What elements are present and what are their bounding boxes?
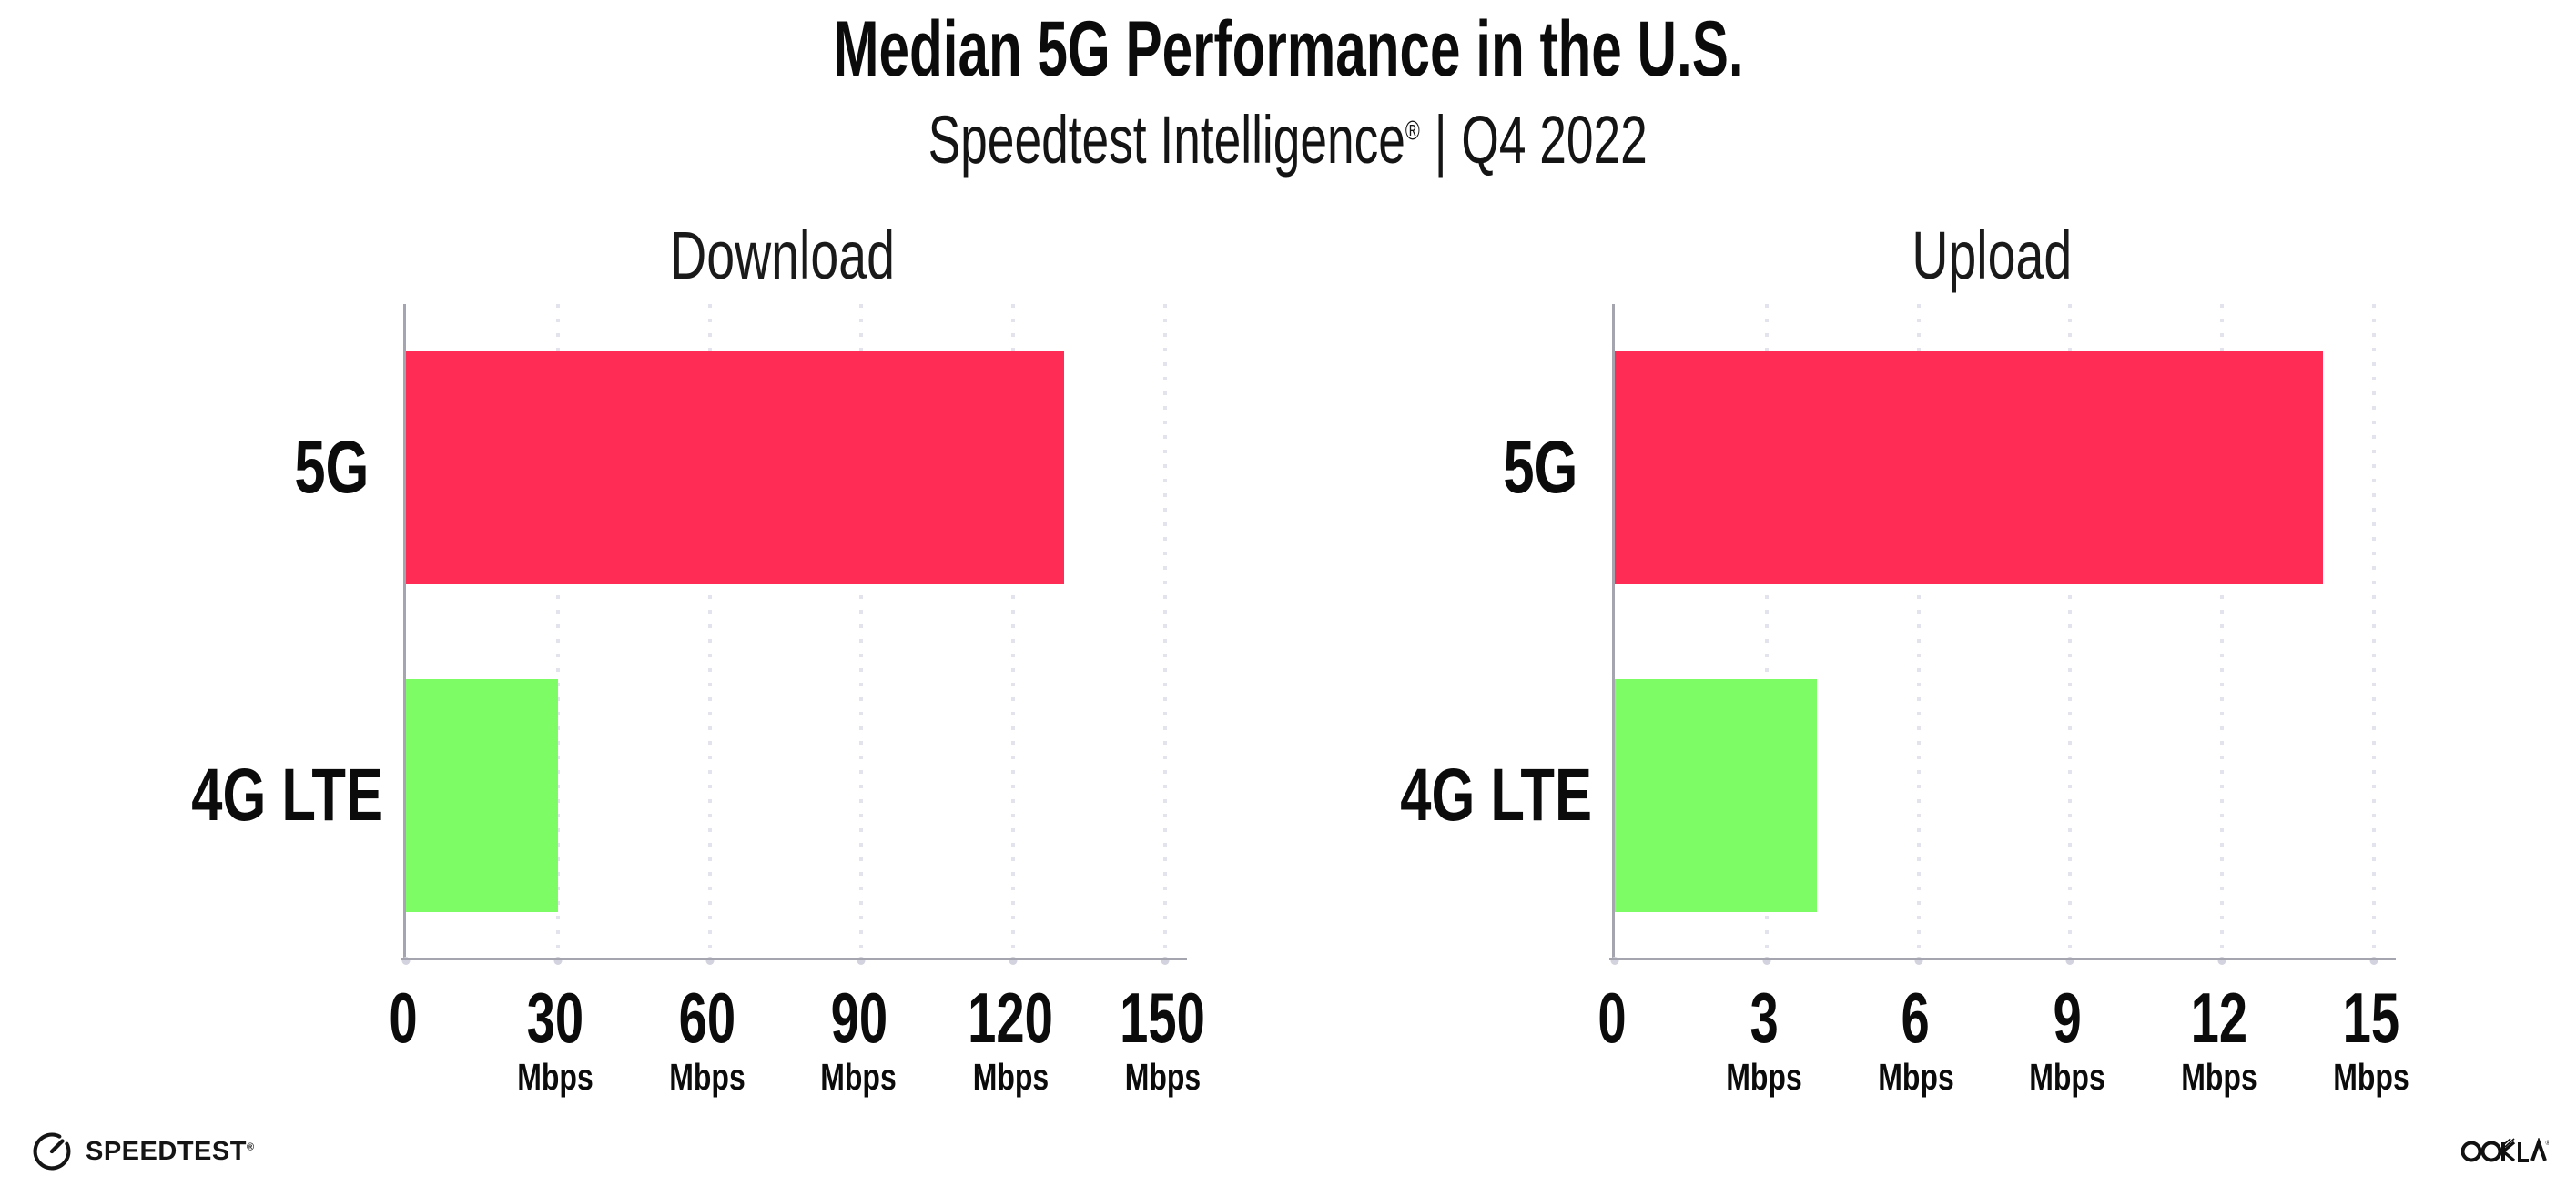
x-tick: 0 [383, 981, 422, 1054]
x-tick-unit: Mbps [1124, 1056, 1201, 1098]
y-labels: 5G 4G LTE [127, 304, 383, 959]
x-tick-unit: Mbps [2181, 1056, 2257, 1098]
x-tick-value: 15 [2342, 978, 2400, 1058]
x-axis-ticks: 0 30 Mbps 60 Mbps 90 Mbps 120 Mbps 150 Mbps [389, 981, 1204, 1118]
gridline [707, 304, 712, 959]
gridline [1163, 304, 1167, 959]
axis-tick-dot [553, 957, 563, 965]
axis-tick-dot [2217, 957, 2226, 965]
page-title-text: Median 5G Performance in the U.S. [832, 5, 1744, 93]
x-tick-unit: Mbps [517, 1056, 593, 1098]
x-tick-unit: Mbps [972, 1056, 1049, 1098]
y-labels: 5G 4G LTE [1336, 304, 1592, 959]
axis-tick-dot [2065, 957, 2074, 965]
axis-tick-dot [857, 957, 866, 965]
x-tick-value: 150 [1120, 978, 1205, 1058]
x-tick-value: 30 [526, 978, 584, 1058]
gridline [1011, 304, 1016, 959]
ookla-wordmark-icon: ® [2460, 1136, 2551, 1162]
gridline [2068, 304, 2073, 959]
bar-4g-lte [1615, 679, 1818, 912]
x-tick: 120 Mbps [951, 981, 1070, 1098]
x-tick-unit: Mbps [2333, 1056, 2409, 1098]
subtitle-brand: Speedtest Intelligence [928, 102, 1406, 178]
gridline [2372, 304, 2376, 959]
svg-text:®: ® [2546, 1140, 2550, 1147]
x-axis-line [401, 958, 1187, 960]
x-tick-value: 6 [1901, 978, 1931, 1058]
x-tick-unit: Mbps [1726, 1056, 1802, 1098]
axis-tick-dot [2369, 957, 2378, 965]
category-label-5g: 5G [293, 426, 369, 509]
x-axis-ticks: 0 3 Mbps 6 Mbps 9 Mbps 12 Mbps 15 Mbps [1597, 981, 2409, 1118]
x-tick: 15 Mbps [2322, 981, 2419, 1098]
x-tick: 12 Mbps [2171, 981, 2268, 1098]
gridline [1916, 304, 1921, 959]
gridline [859, 304, 864, 959]
x-tick: 150 Mbps [1103, 981, 1222, 1098]
bar-4g-lte [406, 679, 558, 912]
gridline [1764, 304, 1769, 959]
x-tick: 3 Mbps [1715, 981, 1812, 1098]
registered-mark: ® [1405, 116, 1421, 147]
chart-download: Download 5G 4G LTE 0 30 Mbps 60 Mbps 90 Mbps 120… [127, 218, 1205, 1138]
x-axis-line [1609, 958, 2396, 960]
x-tick: 30 Mbps [506, 981, 603, 1098]
axis-tick-dot [1914, 957, 1923, 965]
x-tick-unit: Mbps [2029, 1056, 2106, 1098]
page-title: Median 5G Performance in the U.S. [0, 5, 2576, 93]
axis-tick-dot [401, 957, 411, 965]
axis-tick-dot [1161, 957, 1170, 965]
x-tick-unit: Mbps [668, 1056, 745, 1098]
subtitle-separator: | [1434, 102, 1447, 178]
x-tick-unit: Mbps [820, 1056, 898, 1098]
chart-upload: Upload 5G 4G LTE 0 3 Mbps 6 Mbps 9 Mbps 12 Mbps 15… [1336, 218, 2410, 1138]
registered-mark: ® [246, 1141, 255, 1152]
bar-5g [406, 351, 1064, 584]
x-tick-value: 60 [678, 978, 735, 1058]
ookla-logo: ® [2460, 1136, 2551, 1168]
axis-tick-dot [705, 957, 715, 965]
gridline [555, 304, 560, 959]
axis-tick-dot [1762, 957, 1771, 965]
category-label-4g-lte: 4G LTE [1400, 754, 1592, 837]
speedtest-logo-text: SPEEDTEST® [86, 1136, 255, 1166]
x-tick-value: 90 [830, 978, 887, 1058]
subtitle-period: Q4 2022 [1461, 102, 1648, 178]
axis-tick-dot [1610, 957, 1619, 965]
page-subtitle: Speedtest Intelligence® | Q4 2022 [0, 95, 2576, 186]
speedtest-logo: SPEEDTEST® [31, 1131, 255, 1172]
speedtest-gauge-icon [33, 1132, 71, 1171]
x-tick-value: 0 [1597, 978, 1627, 1058]
category-label-4g-lte: 4G LTE [191, 754, 383, 837]
x-tick: 90 Mbps [810, 981, 908, 1098]
x-tick: 9 Mbps [2019, 981, 2116, 1098]
axis-tick-dot [1009, 957, 1018, 965]
x-tick: 60 Mbps [658, 981, 756, 1098]
category-label-5g: 5G [1502, 426, 1577, 509]
chart-title: Upload [1912, 218, 2072, 293]
x-tick: 6 Mbps [1867, 981, 1964, 1098]
x-tick: 0 [1592, 981, 1631, 1054]
gridline [2220, 304, 2225, 959]
plot-area [401, 304, 1170, 965]
chart-title: Download [670, 218, 896, 293]
x-tick-value: 120 [968, 978, 1054, 1058]
x-tick-value: 3 [1749, 978, 1779, 1058]
x-tick-value: 0 [389, 978, 418, 1058]
plot-area [1610, 304, 2378, 965]
x-tick-value: 12 [2190, 978, 2248, 1058]
x-tick-unit: Mbps [1877, 1056, 1954, 1098]
x-tick-value: 9 [2053, 978, 2083, 1058]
bar-5g [1615, 351, 2324, 584]
